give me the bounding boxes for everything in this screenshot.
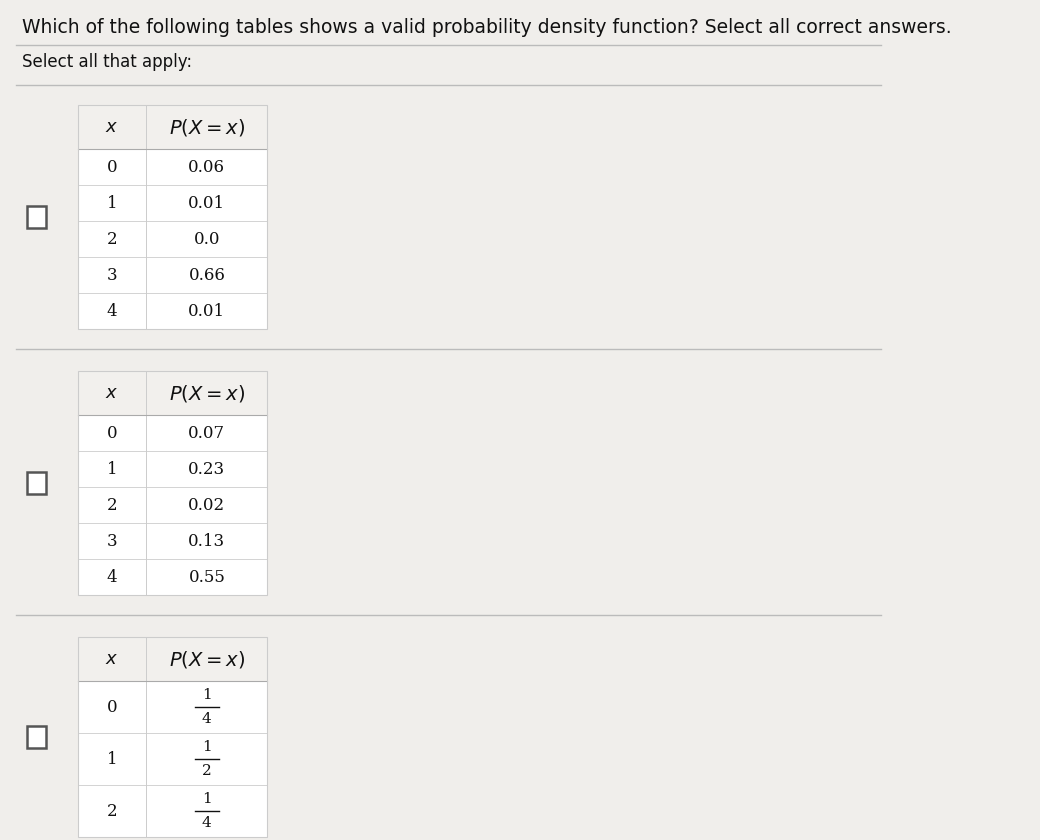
Bar <box>16 45 881 85</box>
Text: 0.01: 0.01 <box>188 195 226 212</box>
Text: 0: 0 <box>107 699 118 716</box>
Text: 0.13: 0.13 <box>188 533 226 549</box>
Bar <box>78 105 267 329</box>
Text: 2: 2 <box>202 764 212 778</box>
Bar <box>27 726 46 748</box>
Text: $x$: $x$ <box>105 650 119 668</box>
Bar <box>16 617 881 840</box>
Text: $P(X=x)$: $P(X=x)$ <box>168 117 244 138</box>
Text: 2: 2 <box>107 802 118 820</box>
Text: 1: 1 <box>202 688 212 702</box>
Text: 0: 0 <box>107 424 118 442</box>
Bar <box>16 85 881 349</box>
Text: 0.01: 0.01 <box>188 302 226 319</box>
Text: Select all that apply:: Select all that apply: <box>23 53 192 71</box>
Bar <box>27 206 46 228</box>
Text: 3: 3 <box>107 266 118 283</box>
Bar <box>27 472 46 494</box>
Bar <box>78 371 267 595</box>
Text: 0.23: 0.23 <box>188 460 226 477</box>
Bar <box>78 637 267 681</box>
Text: 0: 0 <box>107 159 118 176</box>
Text: 2: 2 <box>107 230 118 248</box>
Bar <box>78 371 267 595</box>
Text: 0.02: 0.02 <box>188 496 226 513</box>
Text: 4: 4 <box>107 569 118 585</box>
Bar <box>16 351 881 615</box>
Text: $x$: $x$ <box>105 384 119 402</box>
Bar <box>78 371 267 415</box>
Text: $P(X=x)$: $P(X=x)$ <box>168 382 244 403</box>
Text: 1: 1 <box>107 195 118 212</box>
Text: 0.55: 0.55 <box>188 569 226 585</box>
Bar <box>78 105 267 149</box>
Bar <box>78 637 267 837</box>
Text: 4: 4 <box>202 816 212 830</box>
Text: 1: 1 <box>202 792 212 806</box>
Text: 2: 2 <box>107 496 118 513</box>
Text: 1: 1 <box>202 740 212 754</box>
Text: 3: 3 <box>107 533 118 549</box>
Text: 1: 1 <box>107 750 118 768</box>
Bar <box>78 105 267 329</box>
Text: $P(X=x)$: $P(X=x)$ <box>168 648 244 669</box>
Text: 0.07: 0.07 <box>188 424 226 442</box>
Text: 0.06: 0.06 <box>188 159 226 176</box>
Text: 1: 1 <box>107 460 118 477</box>
Text: 4: 4 <box>107 302 118 319</box>
Text: Which of the following tables shows a valid probability density function? Select: Which of the following tables shows a va… <box>23 18 952 37</box>
Text: $x$: $x$ <box>105 118 119 136</box>
Text: 4: 4 <box>202 712 212 726</box>
Bar <box>78 637 267 837</box>
Text: 0.66: 0.66 <box>188 266 226 283</box>
Text: 0.0: 0.0 <box>193 230 220 248</box>
